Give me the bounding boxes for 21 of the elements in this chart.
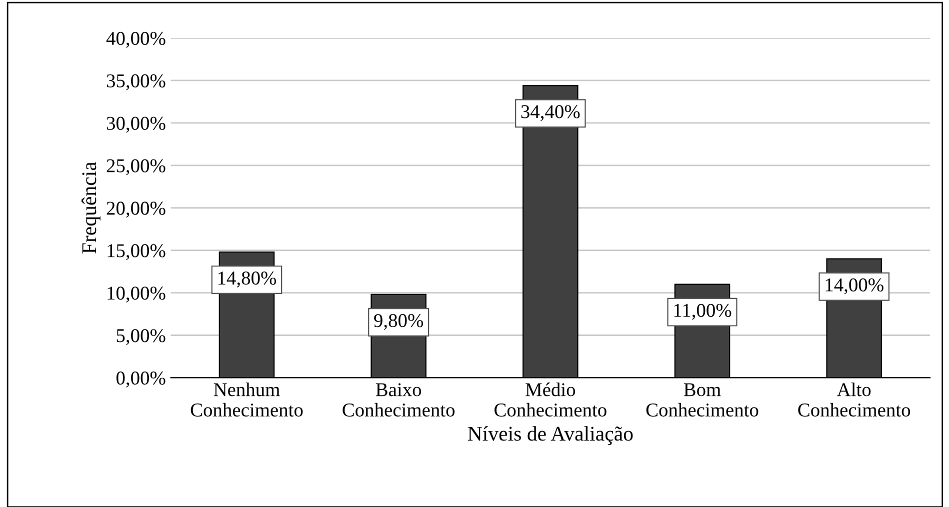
- x-axis-title: Níveis de Avaliação: [468, 426, 633, 446]
- y-tick-label: 25,00%: [106, 159, 166, 176]
- data-label: 11,00%: [674, 304, 732, 320]
- y-tick-label: 20,00%: [106, 202, 166, 218]
- x-tick-label: Alto Conhecimento: [798, 382, 910, 417]
- y-tick-label: 35,00%: [106, 74, 166, 90]
- x-tick-label: Baixo Conhecimento: [342, 383, 455, 417]
- y-tick-label: 0,00%: [116, 372, 166, 388]
- y-tick-label: 30,00%: [106, 116, 166, 133]
- data-label: 14,00%: [826, 278, 884, 294]
- data-label: 9,80%: [374, 314, 424, 330]
- x-tick-label: Nenhum Conhecimento: [190, 382, 303, 417]
- data-label: 14,80%: [218, 272, 276, 288]
- y-tick-label: 15,00%: [108, 244, 166, 260]
- data-label: 34,40%: [521, 105, 580, 122]
- y-tick-label: 5,00%: [116, 329, 166, 345]
- y-tick-label: 10,00%: [108, 286, 166, 303]
- x-tick-label: Bom Conhecimento: [646, 383, 758, 417]
- y-tick-label: 40,00%: [106, 32, 166, 48]
- x-tick-label: Médio Conhecimento: [494, 382, 606, 417]
- y-axis-title: Frequência: [82, 162, 100, 254]
